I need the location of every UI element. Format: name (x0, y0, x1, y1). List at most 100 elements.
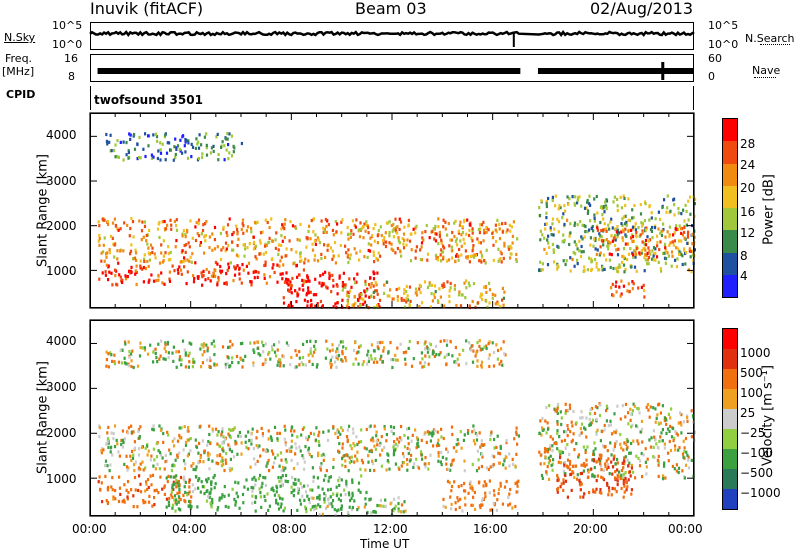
power-data-cell (660, 233, 664, 237)
velocity-data-cell (230, 467, 233, 471)
velocity-data-cell (495, 508, 498, 512)
power-data-cell (571, 195, 574, 199)
velocity-data-cell (335, 493, 338, 498)
velocity-data-cell (342, 345, 345, 349)
power-data-cell (377, 303, 380, 307)
power-data-cell (365, 220, 368, 224)
velocity-data-cell (258, 487, 261, 491)
power-data-cell (565, 259, 568, 263)
power-data-cell (325, 230, 328, 234)
power-data-cell (463, 220, 466, 224)
power-data-cell (384, 231, 387, 235)
power-data-cell (502, 256, 505, 261)
velocity-data-cell (357, 488, 360, 492)
power-data-cell (483, 228, 486, 232)
power-data-cell (256, 275, 259, 279)
velocity-data-cell (318, 497, 321, 501)
power-data-cell (242, 243, 245, 247)
velocity-data-cell (357, 350, 360, 354)
power-data-cell (659, 231, 662, 235)
velocity-data-cell (476, 364, 479, 368)
velocity-data-cell (424, 462, 427, 466)
power-data-cell (568, 197, 571, 201)
velocity-data-cell (556, 405, 559, 409)
velocity-data-cell (281, 497, 284, 501)
velocity-data-cell (304, 363, 307, 367)
velocity-data-cell (407, 346, 410, 350)
velocity-data-cell (389, 502, 392, 506)
power-data-cell (631, 225, 635, 229)
power-data-cell (97, 239, 100, 243)
power-data-cell (133, 147, 137, 151)
power-data-cell (494, 302, 497, 306)
power-data-cell (127, 156, 130, 160)
velocity-data-cell (264, 476, 267, 480)
power-data-cell (127, 150, 130, 155)
velocity-data-cell (309, 351, 312, 355)
velocity-data-cell (360, 428, 363, 432)
velocity-data-cell (178, 433, 181, 438)
velocity-data-cell (423, 364, 426, 369)
power-data-cell (516, 237, 519, 241)
velocity-data-cell (680, 431, 683, 435)
colorbar-swatch (723, 409, 737, 429)
power-data-cell (609, 220, 612, 224)
power-data-cell (486, 305, 489, 309)
velocity-data-cell (306, 484, 309, 488)
velocity-data-cell (622, 459, 626, 463)
velocity-data-cell (586, 475, 589, 479)
velocity-data-cell (164, 341, 167, 345)
velocity-data-cell (556, 486, 560, 490)
velocity-data-cell (283, 506, 286, 510)
power-data-cell (392, 235, 395, 239)
velocity-data-cell (599, 403, 602, 407)
velocity-data-cell (376, 345, 379, 349)
power-data-cell (605, 198, 608, 202)
velocity-data-cell (340, 426, 343, 430)
power-data-cell (632, 255, 635, 259)
power-data-cell (471, 227, 474, 231)
power-data-cell (640, 251, 643, 255)
velocity-data-cell (392, 445, 395, 449)
power-data-cell (686, 233, 690, 237)
velocity-data-cell (575, 477, 579, 481)
velocity-data-cell (655, 442, 658, 446)
power-data-cell (192, 280, 196, 284)
velocity-data-cell (171, 506, 174, 510)
power-data-cell (179, 268, 183, 272)
power-data-cell (556, 217, 559, 221)
velocity-data-cell (159, 354, 162, 358)
velocity-data-cell (361, 461, 365, 465)
power-data-cell (276, 263, 279, 267)
power-data-cell (197, 146, 201, 150)
velocity-data-cell (106, 431, 109, 435)
velocity-data-cell (349, 498, 352, 503)
velocity-data-cell (681, 469, 684, 473)
velocity-data-cell (579, 427, 582, 431)
power-data-cell (397, 239, 400, 243)
velocity-data-cell (337, 430, 340, 434)
velocity-data-cell (567, 427, 570, 431)
velocity-data-cell (200, 365, 203, 369)
velocity-data-cell (238, 506, 241, 510)
velocity-data-cell (303, 484, 306, 488)
velocity-data-cell (406, 468, 409, 472)
velocity-data-cell (487, 342, 490, 346)
velocity-data-cell (217, 462, 220, 466)
velocity-data-cell (114, 497, 117, 501)
power-data-cell (414, 231, 417, 235)
power-data-cell (608, 227, 611, 231)
power-data-cell (135, 251, 138, 255)
power-data-cell (226, 268, 229, 272)
power-data-cell (144, 132, 147, 136)
velocity-data-cell (614, 442, 617, 446)
velocity-data-cell (546, 465, 549, 469)
velocity-data-cell (249, 465, 252, 469)
power-data-cell (573, 223, 576, 227)
power-data-cell (652, 246, 656, 250)
velocity-data-cell (369, 424, 372, 428)
power-data-cell (163, 282, 166, 286)
power-data-cell (578, 195, 581, 199)
velocity-data-cell (589, 408, 592, 412)
velocity-data-cell (427, 467, 430, 471)
